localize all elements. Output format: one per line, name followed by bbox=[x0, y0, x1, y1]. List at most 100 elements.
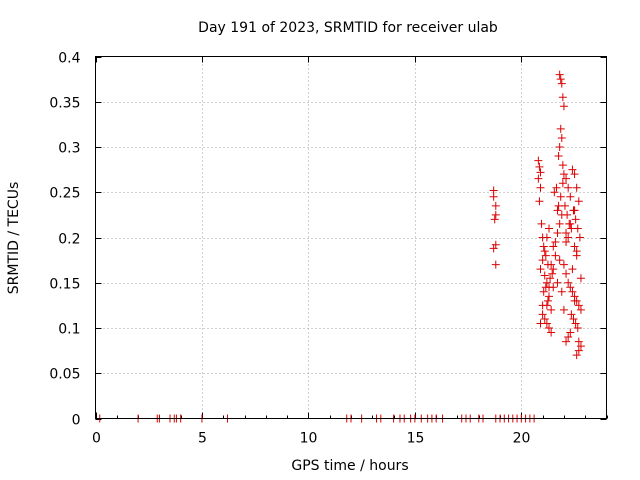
y-tick-label: 0.35 bbox=[49, 96, 80, 112]
data-point bbox=[549, 265, 558, 274]
data-point bbox=[553, 228, 562, 237]
y-tick-label: 0.3 bbox=[58, 141, 80, 157]
data-point bbox=[491, 260, 500, 269]
data-point bbox=[559, 102, 568, 111]
data-point bbox=[562, 269, 571, 278]
data-point bbox=[573, 324, 582, 332]
data-point bbox=[489, 192, 498, 201]
data-point bbox=[557, 287, 566, 296]
data-point bbox=[557, 133, 566, 142]
data-point bbox=[556, 75, 565, 84]
data-point bbox=[558, 179, 567, 188]
data-point bbox=[556, 192, 565, 201]
y-tick-label: 0.2 bbox=[58, 232, 80, 248]
data-point bbox=[574, 197, 583, 206]
data-point bbox=[557, 79, 566, 88]
data-point bbox=[489, 244, 498, 253]
data-point bbox=[575, 233, 584, 242]
data-point bbox=[562, 174, 571, 183]
data-point bbox=[555, 256, 564, 265]
plot-frame bbox=[95, 56, 607, 419]
y-tick-label: 0 bbox=[72, 413, 81, 429]
data-point bbox=[568, 287, 577, 296]
data-point bbox=[545, 292, 554, 301]
data-point bbox=[572, 183, 581, 192]
data-point bbox=[570, 206, 579, 215]
data-point bbox=[570, 242, 579, 251]
data-point bbox=[542, 233, 551, 242]
data-point bbox=[548, 269, 557, 278]
data-point bbox=[538, 256, 547, 265]
data-point bbox=[555, 219, 564, 228]
data-point bbox=[567, 310, 576, 319]
data-point bbox=[491, 240, 500, 249]
data-point bbox=[545, 224, 554, 233]
data-point bbox=[576, 342, 585, 351]
y-tick-label: 0.4 bbox=[58, 51, 80, 67]
data-point bbox=[539, 242, 548, 251]
x-tick-label: 0 bbox=[92, 431, 101, 447]
data-point bbox=[555, 143, 564, 151]
data-point bbox=[574, 301, 583, 310]
data-point bbox=[564, 278, 573, 287]
data-point bbox=[535, 162, 544, 171]
data-point bbox=[536, 319, 545, 328]
data-point bbox=[560, 201, 569, 210]
chart-title: Day 191 of 2023, SRMTID for receiver ula… bbox=[198, 20, 498, 36]
data-point bbox=[555, 70, 564, 79]
x-axis-title: GPS time / hours bbox=[291, 458, 408, 474]
data-point bbox=[542, 278, 551, 287]
data-point bbox=[551, 251, 560, 260]
data-point bbox=[569, 314, 578, 323]
data-point bbox=[562, 337, 571, 346]
data-point bbox=[537, 219, 546, 228]
x-tick-label: 20 bbox=[513, 431, 531, 447]
x-tick-label: 10 bbox=[300, 431, 318, 447]
data-point bbox=[534, 156, 543, 165]
data-point bbox=[491, 201, 500, 210]
data-point bbox=[534, 174, 543, 183]
y-tick-label: 0.25 bbox=[49, 186, 80, 202]
data-point bbox=[541, 251, 550, 260]
data-point bbox=[570, 296, 579, 305]
data-point bbox=[538, 301, 547, 310]
data-point bbox=[547, 305, 556, 314]
data-point bbox=[563, 210, 572, 219]
grid bbox=[95, 56, 607, 419]
data-point bbox=[491, 210, 500, 219]
data-point bbox=[573, 224, 582, 233]
data-point bbox=[545, 324, 554, 332]
x-tick-label: 15 bbox=[407, 431, 425, 447]
data-point bbox=[543, 296, 552, 305]
data-point bbox=[549, 242, 558, 251]
data-point bbox=[554, 152, 563, 161]
data-point bbox=[553, 278, 562, 287]
data-point bbox=[547, 260, 556, 269]
data-point bbox=[562, 228, 571, 237]
data-point bbox=[540, 247, 549, 256]
data-point bbox=[559, 305, 568, 314]
data-point bbox=[552, 183, 561, 192]
data-point bbox=[574, 346, 583, 355]
data-point bbox=[559, 260, 568, 269]
data-point bbox=[547, 328, 556, 337]
y-tick-label: 0.1 bbox=[58, 322, 80, 338]
data-point bbox=[536, 265, 545, 274]
data-point bbox=[539, 287, 548, 296]
data-point bbox=[546, 274, 555, 283]
ticks: 0 0.05 0.1 0.15 0.2 0.25 0.3 0.35 0.4 0 5 10 15 20 bbox=[49, 51, 608, 447]
data-point bbox=[538, 310, 547, 319]
data-point bbox=[571, 319, 580, 328]
data-point bbox=[566, 219, 575, 228]
y-tick-label: 0.15 bbox=[49, 277, 80, 293]
data-point bbox=[566, 328, 575, 337]
data-point bbox=[568, 165, 577, 174]
data-point bbox=[566, 283, 575, 292]
data-point bbox=[566, 192, 575, 201]
data-point bbox=[545, 283, 554, 292]
data-point bbox=[572, 351, 581, 360]
data-point bbox=[558, 93, 567, 102]
data-point bbox=[576, 274, 585, 283]
